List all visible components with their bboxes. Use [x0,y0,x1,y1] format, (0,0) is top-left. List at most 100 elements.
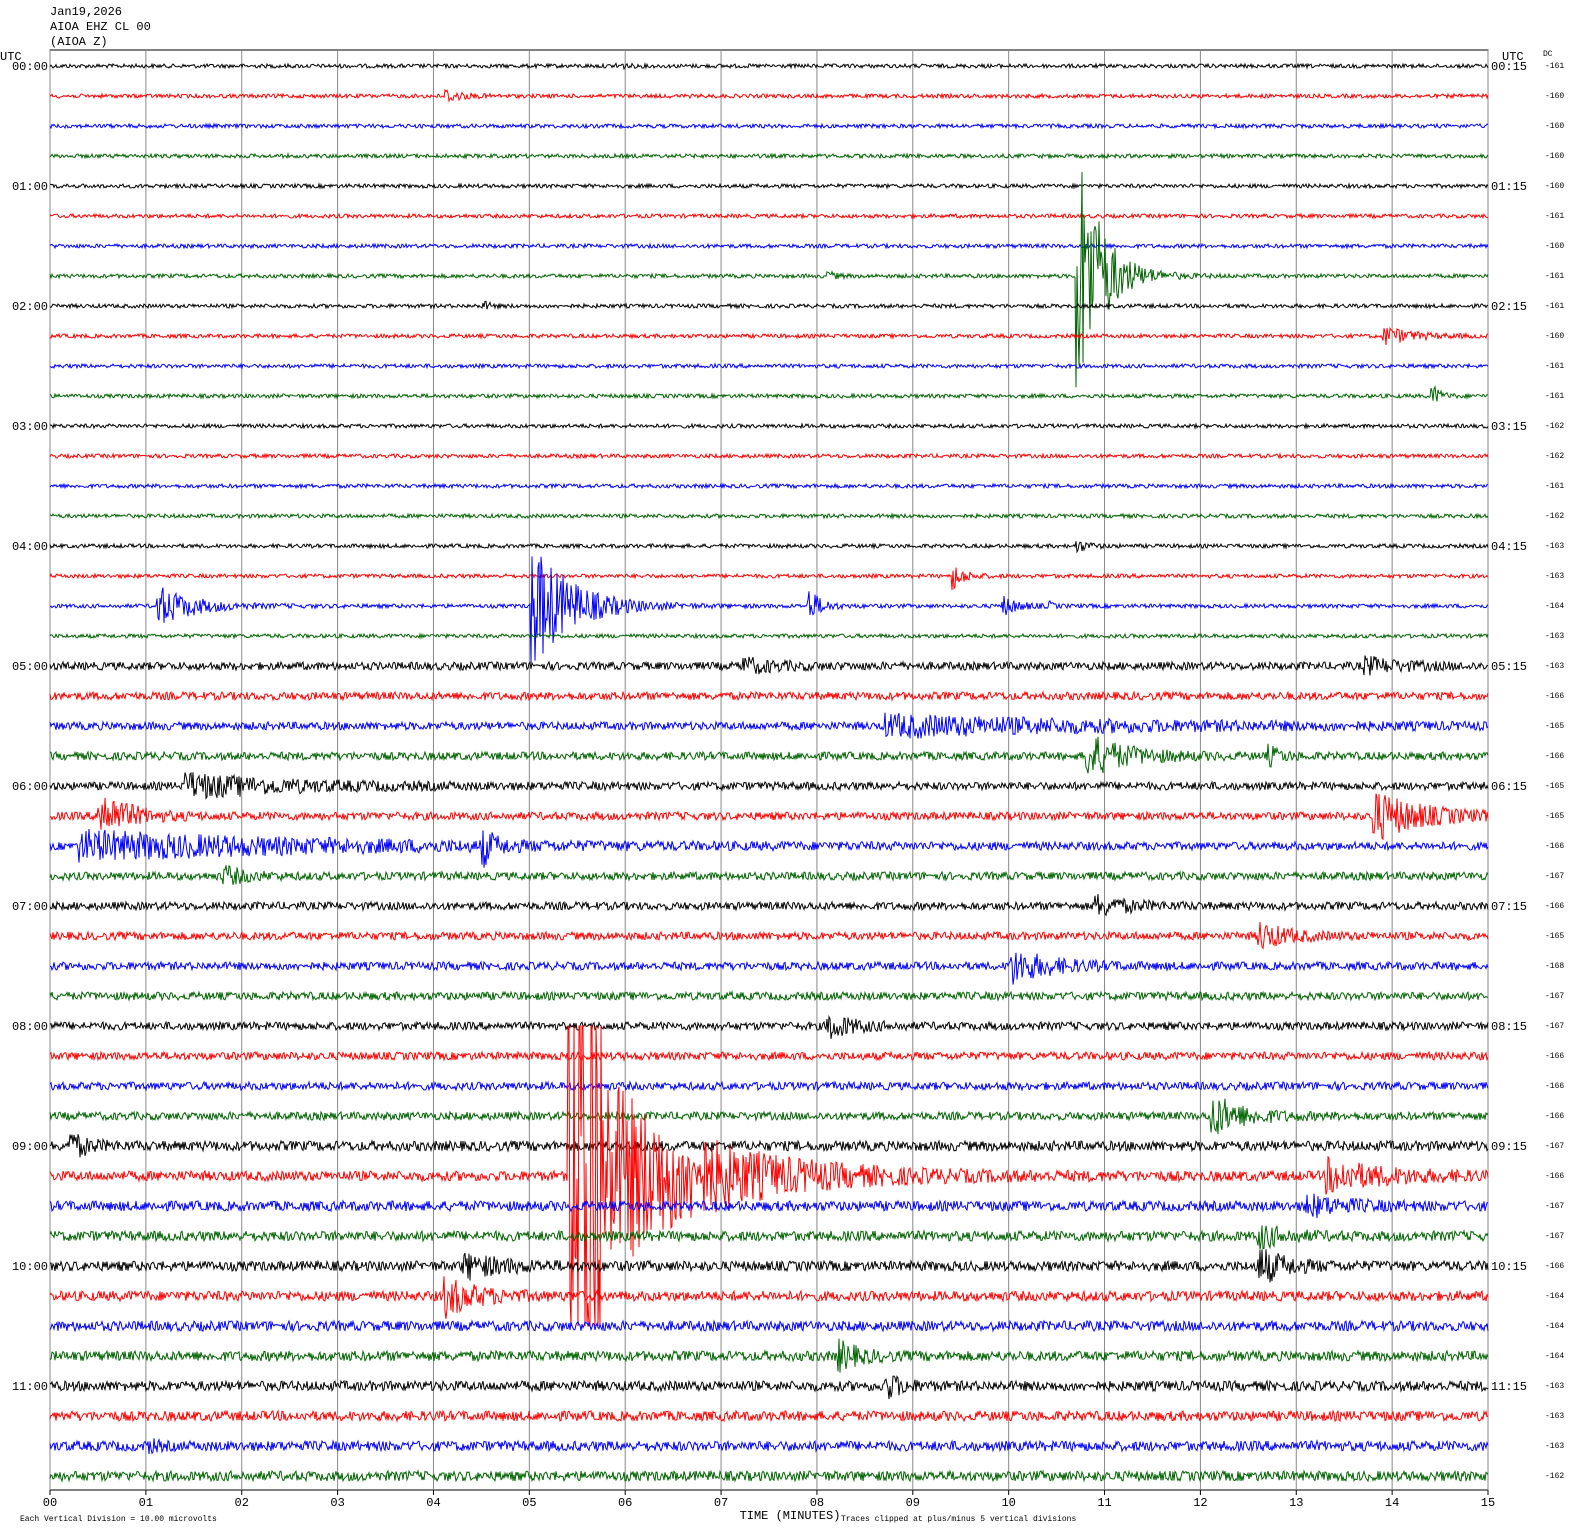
trace [49,771,1489,800]
trace [49,300,1489,311]
trace [49,556,1489,663]
trace [49,793,1489,841]
left-axis-title: UTC [0,50,22,64]
trace [49,122,1489,130]
x-tick-label: 01 [139,1496,153,1510]
trace [49,736,1489,774]
dc-value: -163 [1545,1382,1564,1391]
dc-value: -167 [1545,992,1564,1001]
trace [49,952,1489,985]
dc-value: -166 [1545,1172,1564,1181]
dc-value: -160 [1545,182,1564,191]
x-tick-label: 11 [1097,1496,1111,1510]
right-axis-title: UTC [1502,50,1524,64]
dc-value: -160 [1545,92,1564,101]
dc-value: -163 [1545,1442,1564,1451]
trace [49,1014,1489,1039]
trace [49,1025,1489,1327]
trace [49,1409,1489,1423]
x-tick-label: 14 [1385,1496,1399,1510]
dc-value: -160 [1545,152,1564,161]
trace [49,567,1489,591]
dc-value: -168 [1545,962,1564,971]
trace [49,541,1489,554]
dc-value: -166 [1545,1052,1564,1061]
right-time-label: 04:15 [1491,540,1527,554]
dc-value: -165 [1545,722,1564,731]
dc-value: -162 [1545,512,1564,521]
dc-value: -166 [1545,692,1564,701]
trace [49,1375,1489,1400]
trace [49,1338,1489,1373]
dc-value: -166 [1545,1262,1564,1271]
x-tick-label: 12 [1193,1496,1207,1510]
right-time-label: 11:15 [1491,1380,1527,1394]
trace [49,1193,1489,1219]
trace [49,894,1489,917]
channel: (AIOA Z) [50,35,108,49]
right-time-label: 06:15 [1491,780,1527,794]
dc-value: -167 [1545,1232,1564,1241]
dc-value: -161 [1545,212,1564,221]
station: AIOA EHZ CL 00 [50,20,151,34]
trace [49,512,1489,520]
right-time-label: 05:15 [1491,660,1527,674]
dc-value: -163 [1545,572,1564,581]
x-tick-label: 08 [810,1496,824,1510]
x-axis-label: TIME (MINUTES) [740,1509,841,1523]
trace [49,1249,1489,1283]
trace [49,1469,1489,1483]
trace [49,172,1489,388]
left-time-label: 01:00 [12,180,48,194]
trace [49,1098,1489,1135]
dc-value: -166 [1545,1112,1564,1121]
x-tick-label: 10 [1001,1496,1015,1510]
dc-value: -166 [1545,842,1564,851]
dc-value: -161 [1545,302,1564,311]
trace [49,362,1489,370]
dc-value: -162 [1545,1472,1564,1481]
dc-value: -161 [1545,392,1564,401]
dc-value: -167 [1545,1202,1564,1211]
x-tick-label: 04 [426,1496,440,1510]
dc-value: -166 [1545,1082,1564,1091]
scale-note: Each Vertical Division = 10.00 microvolt… [20,1515,217,1524]
trace [49,990,1489,1002]
trace [49,1438,1489,1455]
trace [49,422,1489,430]
left-time-label: 04:00 [12,540,48,554]
dc-title: DC [1543,50,1553,59]
right-time-label: 08:15 [1491,1020,1527,1034]
trace [49,385,1489,402]
trace [49,482,1489,490]
x-tick-label: 13 [1289,1496,1303,1510]
dc-value: -164 [1545,1322,1564,1331]
dc-value: -163 [1545,1412,1564,1421]
right-time-label: 02:15 [1491,300,1527,314]
dc-value: -164 [1545,1292,1564,1301]
trace [49,921,1489,950]
dc-value: -167 [1545,1022,1564,1031]
dc-value: -165 [1545,782,1564,791]
dc-value: -163 [1545,662,1564,671]
dc-value: -166 [1545,752,1564,761]
dc-value: -160 [1545,122,1564,131]
dc-value: -163 [1545,542,1564,551]
x-tick-label: 07 [714,1496,728,1510]
trace [49,212,1489,220]
trace [49,326,1489,346]
dc-value: -161 [1545,482,1564,491]
trace [49,62,1489,71]
dc-value: -162 [1545,452,1564,461]
dc-value: -166 [1545,902,1564,911]
trace [49,242,1489,250]
trace [49,1080,1489,1092]
left-time-label: 06:00 [12,780,48,794]
x-tick-label: 00 [43,1496,57,1510]
dc-value: -165 [1545,932,1564,941]
clip-note: Traces clipped at plus/minus 5 vertical … [841,1515,1076,1524]
dc-value: -161 [1545,362,1564,371]
right-time-label: 10:15 [1491,1260,1527,1274]
date: Jan19,2026 [50,5,122,19]
dc-value: -161 [1545,272,1564,281]
